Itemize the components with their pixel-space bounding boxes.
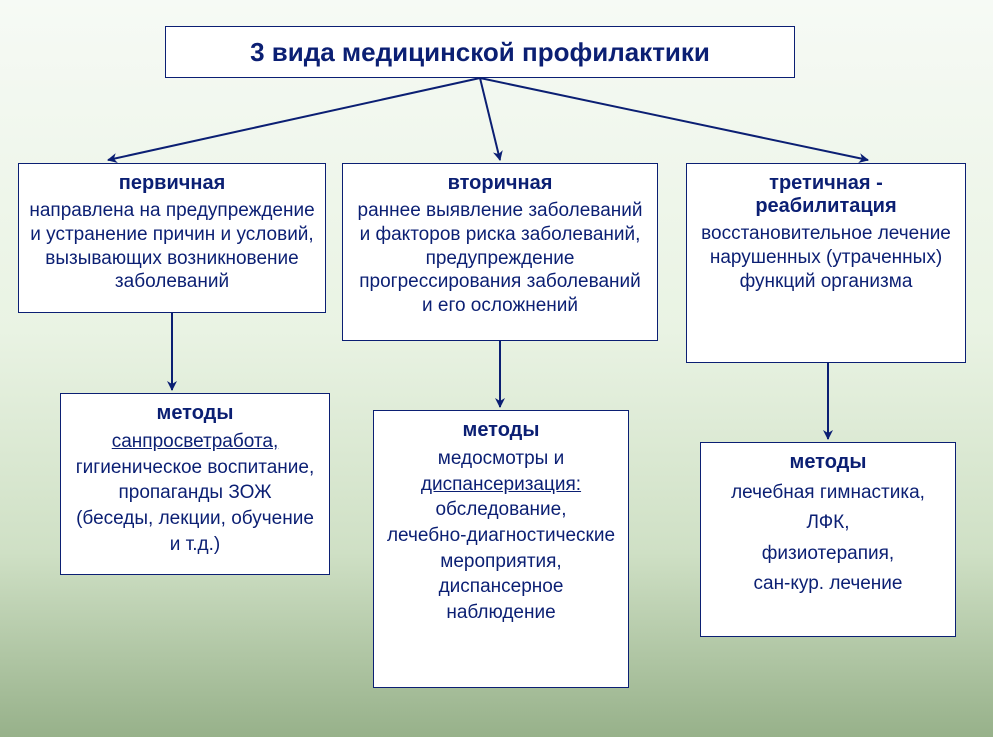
branch-body-primary: направлена на предупреждение и устранени… [29,199,315,294]
methods-box-tertiary: методы лечебная гимнастика, ЛФК, физиоте… [700,442,956,637]
branch-body-tertiary: восстановительное лечение нарушенных (ут… [697,222,955,293]
methods-line: (беседы, лекции, обучение и т.д.) [76,508,314,555]
methods-line: санпросветработа, [112,431,279,452]
arrow-title-to-secondary [480,78,500,160]
methods-head-tertiary: методы [711,451,945,474]
arrow-title-to-tertiary [480,78,868,160]
branch-body-secondary: раннее выявление заболеваний и факторов … [353,199,647,318]
branch-box-tertiary: третичная - реабилитация восстановительн… [686,163,966,363]
methods-head-secondary: методы [384,419,618,442]
branch-title-primary: первичная [29,172,315,195]
methods-line: гигиеническое воспитание, пропаганды ЗОЖ [76,457,315,504]
methods-line: обследование, [435,499,566,520]
branch-box-secondary: вторичная раннее выявление заболеваний и… [342,163,658,341]
methods-body-primary: санпросветработа, гигиеническое воспитан… [71,429,319,557]
title-box: 3 вида медицинской профилактики [165,26,795,78]
methods-head-primary: методы [71,402,319,425]
methods-body-secondary: медосмотры и диспансеризация: обследован… [384,446,618,625]
arrow-title-to-primary [108,78,480,160]
methods-line: лечебно-диагностические мероприятия, [387,525,615,572]
methods-box-secondary: методы медосмотры и диспансеризация: обс… [373,410,629,688]
methods-box-primary: методы санпросветработа, гигиеническое в… [60,393,330,575]
methods-intro2: диспансеризация: [421,474,581,495]
methods-body-tertiary: лечебная гимнастика, ЛФК, физиотерапия, … [711,478,945,600]
title-text: 3 вида медицинской профилактики [250,37,710,68]
methods-line: лечебная гимнастика, ЛФК, [731,482,925,533]
methods-intro: медосмотры и [438,448,564,469]
branch-title-secondary: вторичная [353,172,647,195]
branch-title-tertiary: третичная - реабилитация [697,172,955,218]
methods-line: сан-кур. лечение [754,573,903,594]
methods-line: диспансерное наблюдение [439,576,564,623]
methods-line: физиотерапия, [762,543,894,564]
branch-box-primary: первичная направлена на предупреждение и… [18,163,326,313]
